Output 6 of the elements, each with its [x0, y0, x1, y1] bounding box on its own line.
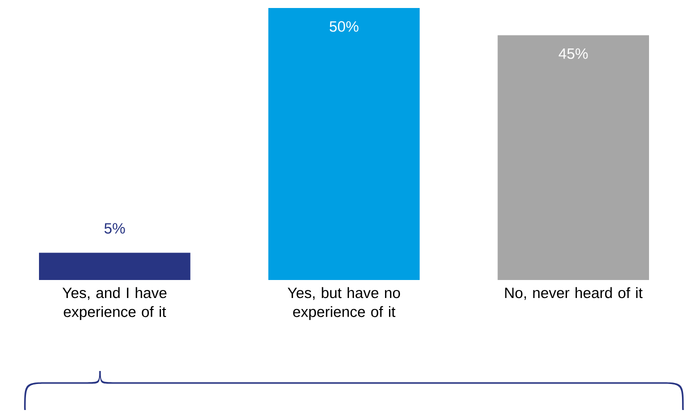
x-tick-label: Yes, but have no experience of it	[288, 287, 400, 320]
x-tick-label: No, never heard of it	[505, 287, 643, 300]
x-tick-label: Yes, and I have experience of it	[62, 287, 166, 320]
data-label: 5%	[104, 223, 125, 234]
data-label: 50%	[330, 21, 358, 32]
data-label: 45%	[558, 48, 588, 59]
